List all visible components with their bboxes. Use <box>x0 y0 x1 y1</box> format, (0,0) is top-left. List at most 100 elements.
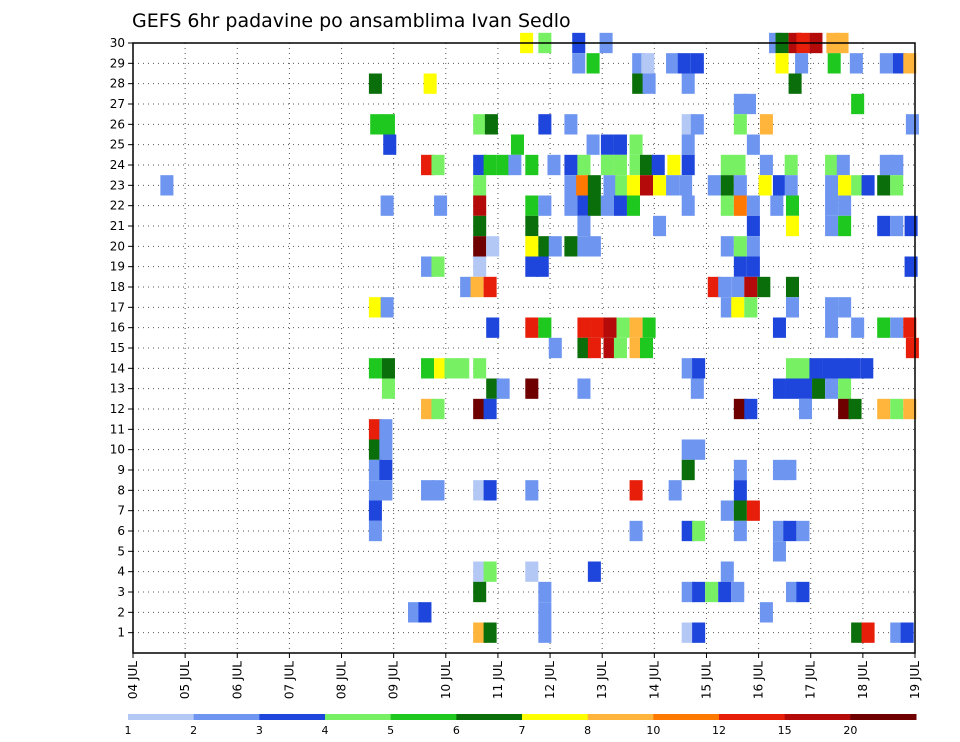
precip-cell <box>564 114 578 135</box>
precip-cell <box>892 53 906 74</box>
precip-cell <box>825 175 839 196</box>
precip-cell <box>681 622 695 643</box>
y-tick-label: 10 <box>110 443 125 457</box>
precip-cell <box>421 480 435 501</box>
precip-cell <box>877 175 891 196</box>
precip-cell <box>483 480 497 501</box>
precip-cell <box>720 236 734 257</box>
precip-cell <box>421 358 435 379</box>
precip-cell <box>744 297 758 318</box>
precip-cell <box>731 581 745 603</box>
precip-cell <box>677 53 691 74</box>
precip-cell <box>486 378 500 399</box>
precip-cell <box>510 134 524 155</box>
precip-cell <box>525 195 539 216</box>
precip-cell <box>903 53 917 74</box>
precip-cell <box>731 297 745 318</box>
precip-cell <box>368 439 382 460</box>
precip-cell <box>473 398 487 420</box>
precip-cell <box>576 175 590 196</box>
precip-cell <box>408 602 422 623</box>
precip-cell <box>381 378 395 399</box>
precip-cell <box>733 398 747 420</box>
precip-cell <box>160 175 174 196</box>
colorbar-swatch <box>456 714 523 720</box>
precip-cell <box>586 53 600 74</box>
precip-cell <box>434 358 448 379</box>
precip-cell <box>746 256 760 277</box>
colorbar-label: 12 <box>712 724 726 737</box>
x-tick-label: 19 JUL <box>908 661 922 699</box>
colorbar-label: 7 <box>519 724 526 737</box>
precip-cell <box>847 358 861 379</box>
precip-cell <box>788 73 802 94</box>
precip-cell <box>707 175 721 196</box>
colorbar-label: 20 <box>843 724 857 737</box>
precip-cell <box>379 459 393 481</box>
precip-cell <box>838 175 852 196</box>
precip-cell <box>785 276 799 298</box>
x-tick-label: 07 JUL <box>282 661 296 699</box>
precip-cell <box>368 459 382 481</box>
precip-cell <box>381 114 395 135</box>
precip-cell <box>692 581 706 603</box>
precip-cell <box>720 561 734 582</box>
precip-cell <box>431 480 445 501</box>
y-tick-label: 7 <box>117 504 125 518</box>
precip-cell <box>484 114 498 135</box>
precip-cell <box>759 154 773 176</box>
precip-cell <box>809 358 823 379</box>
y-tick-label: 21 <box>110 219 125 233</box>
precip-cell <box>538 317 552 338</box>
precip-cell <box>903 398 917 420</box>
precip-cell <box>473 581 487 603</box>
precip-cell <box>744 276 758 298</box>
precip-cell <box>690 114 704 135</box>
precip-cell <box>668 480 682 501</box>
precip-cell <box>444 358 458 379</box>
precip-cell <box>473 358 487 379</box>
precip-cell <box>470 276 484 298</box>
precip-cell <box>538 602 552 623</box>
precip-cell <box>496 378 510 399</box>
precip-cell <box>577 378 591 399</box>
precip-cell <box>720 154 734 176</box>
precip-cell <box>797 358 811 379</box>
y-tick-label: 3 <box>117 585 125 599</box>
precip-cell <box>587 561 601 582</box>
precip-cell <box>681 439 695 460</box>
precip-cell <box>379 439 393 460</box>
precip-cell <box>690 378 704 399</box>
precip-cell <box>483 561 497 582</box>
precip-cell <box>742 93 756 115</box>
precip-cell <box>380 195 394 216</box>
precip-cell <box>629 154 643 176</box>
precip-cell <box>851 93 865 115</box>
colorbar-label: 2 <box>190 724 197 737</box>
precip-cell <box>642 317 656 338</box>
precip-cell <box>759 602 773 623</box>
precip-cell <box>368 73 382 94</box>
precip-cell <box>746 236 760 257</box>
precip-cell <box>836 154 850 176</box>
precip-cell <box>577 236 591 257</box>
precip-cell <box>681 520 695 542</box>
precip-cell <box>603 175 617 196</box>
precip-cell <box>733 480 747 501</box>
y-tick-label: 17 <box>110 300 125 314</box>
precip-cell <box>587 236 601 257</box>
precip-cell <box>851 317 865 338</box>
precip-cell <box>718 581 732 603</box>
x-tick-label: 18 JUL <box>856 661 870 699</box>
precip-cell <box>838 398 852 420</box>
y-tick-label: 26 <box>110 117 125 131</box>
precip-cell <box>772 541 786 562</box>
precip-cell <box>368 297 382 318</box>
y-tick-label: 14 <box>110 361 125 375</box>
colorbar-label: 6 <box>453 724 460 737</box>
y-tick-label: 18 <box>110 280 125 294</box>
y-tick-label: 29 <box>110 56 125 70</box>
precip-cell <box>483 398 497 420</box>
precip-cell <box>473 215 487 237</box>
